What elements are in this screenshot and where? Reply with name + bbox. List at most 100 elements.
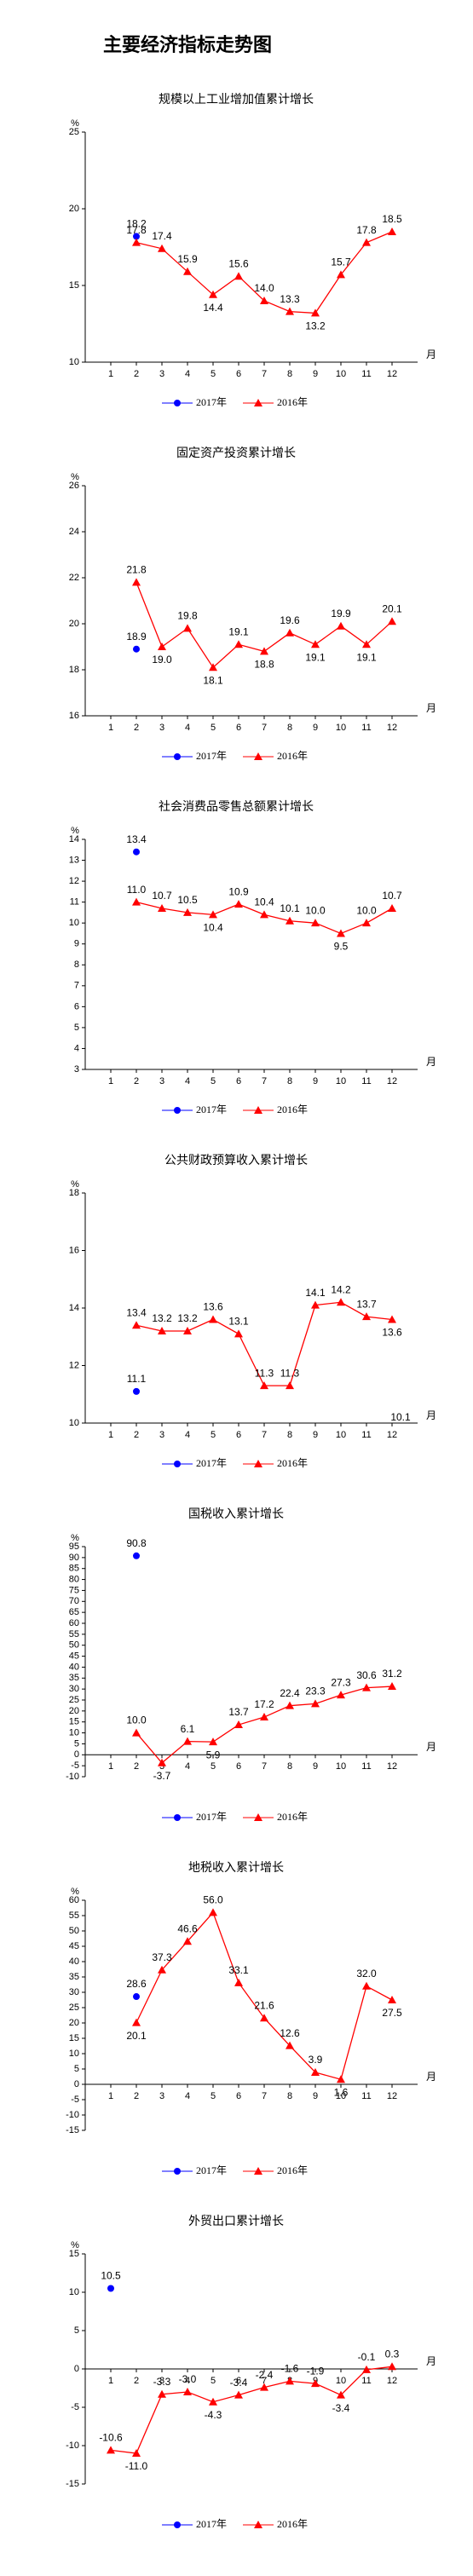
data-label: 13.1 <box>228 1316 249 1328</box>
x-tick-label: 6 <box>236 723 241 733</box>
data-label: 27.3 <box>331 1676 351 1688</box>
x-tick-label: 7 <box>262 1430 267 1440</box>
y-tick-label: 14 <box>69 834 79 844</box>
data-point <box>362 2365 371 2373</box>
y-unit: % <box>71 826 79 836</box>
data-label: 10.0 <box>305 904 326 916</box>
data-label: 10.5 <box>101 2270 121 2282</box>
x-tick-label: 1 <box>108 2376 113 2386</box>
data-label: 22.4 <box>280 1687 300 1699</box>
y-unit: % <box>71 1887 79 1897</box>
data-label: 14.1 <box>305 1287 326 1299</box>
data-label: 3.9 <box>309 2054 323 2066</box>
data-label: 10.7 <box>382 890 402 902</box>
y-tick-label: 55 <box>69 1910 79 1921</box>
x-tick-label: 6 <box>236 1076 241 1086</box>
legend-marker <box>254 1106 262 1114</box>
chart-title: 外贸出口累计增长 <box>188 2215 284 2228</box>
data-label: 18.2 <box>126 218 147 230</box>
data-point <box>133 1993 140 2001</box>
chart-title: 公共财政预算收入累计增长 <box>164 1154 308 1167</box>
y-tick-label: 75 <box>69 1585 79 1595</box>
data-label: 19.1 <box>356 651 377 663</box>
y-tick-label: 50 <box>69 1926 79 1936</box>
x-tick-label: 8 <box>287 1430 292 1440</box>
data-label: -3.3 <box>153 2376 171 2388</box>
data-label: 32.0 <box>356 1968 377 1980</box>
data-label: 9.5 <box>334 941 349 953</box>
data-point <box>209 1738 217 1746</box>
data-point <box>132 2018 141 2026</box>
data-point <box>209 290 217 298</box>
data-point <box>311 308 320 317</box>
x-tick-label: 2 <box>134 723 139 733</box>
y-tick-label: 45 <box>69 1941 79 1951</box>
y-tick-label: 12 <box>69 1360 79 1370</box>
data-point <box>209 1908 217 1916</box>
data-point <box>133 1552 140 1559</box>
x-tick-label: 12 <box>387 1761 397 1772</box>
data-label: 37.3 <box>152 1951 172 1963</box>
y-tick-label: 15 <box>69 280 79 291</box>
y-tick-label: 0 <box>74 1749 79 1760</box>
legend-label: 2016年 <box>277 2518 308 2530</box>
data-point <box>183 908 192 916</box>
x-tick-label: 12 <box>387 723 397 733</box>
x-unit: 月 <box>426 2355 436 2367</box>
legend-marker <box>254 2521 262 2528</box>
x-tick-label: 10 <box>336 1076 346 1086</box>
x-tick-label: 9 <box>313 1761 318 1772</box>
data-label: -3.7 <box>153 1770 171 1782</box>
x-tick-label: 10 <box>336 1761 346 1772</box>
data-point <box>183 1937 192 1945</box>
data-label: 11.3 <box>255 1367 274 1379</box>
data-label: 14.0 <box>254 282 274 294</box>
y-tick-label: 40 <box>69 1956 79 1967</box>
legend-label: 2017年 <box>196 750 227 762</box>
data-label: 19.0 <box>152 654 172 666</box>
data-label: 10.0 <box>126 1714 147 1726</box>
x-tick-label: 11 <box>361 1076 371 1086</box>
chart-title: 固定资产投资累计增长 <box>176 447 296 460</box>
legend-marker <box>254 1460 262 1467</box>
data-point <box>209 1315 217 1323</box>
data-label: 1.6 <box>334 2086 349 2098</box>
y-unit: % <box>71 1179 79 1190</box>
data-label: 19.8 <box>177 610 198 622</box>
data-label: 46.6 <box>177 1922 198 1934</box>
data-point <box>286 916 294 925</box>
data-point <box>158 1327 166 1334</box>
y-tick-label: 0 <box>74 2364 79 2374</box>
data-point <box>286 307 294 315</box>
data-point <box>311 1699 320 1708</box>
x-tick-label: 8 <box>287 1761 292 1772</box>
x-tick-label: 8 <box>287 369 292 379</box>
x-tick-label: 11 <box>361 2376 371 2386</box>
data-point <box>234 272 243 280</box>
data-label: 13.2 <box>305 320 326 332</box>
data-point <box>132 238 141 246</box>
y-tick-label: 30 <box>69 1684 79 1694</box>
data-label: -4.3 <box>205 2409 222 2421</box>
data-label: 13.4 <box>126 1306 147 1318</box>
x-tick-label: 3 <box>159 1430 164 1440</box>
data-label: 19.9 <box>331 608 351 620</box>
x-unit: 月 <box>426 1741 436 1753</box>
x-tick-label: 7 <box>262 2091 267 2101</box>
y-tick-label: 16 <box>69 711 79 721</box>
data-point <box>209 2397 217 2406</box>
data-label: 13.6 <box>382 1327 402 1339</box>
data-point <box>183 267 192 275</box>
data-label: 21.8 <box>126 564 147 576</box>
data-point <box>209 910 217 919</box>
data-label: 17.4 <box>152 230 172 242</box>
data-point <box>260 647 268 655</box>
y-tick-label: 0 <box>74 2079 79 2089</box>
data-label: 17.8 <box>126 224 147 236</box>
x-tick-label: 5 <box>211 1076 216 1086</box>
y-unit: % <box>71 472 79 482</box>
data-point <box>260 2383 268 2391</box>
y-tick-label: 25 <box>69 2003 79 2013</box>
data-point <box>234 900 243 908</box>
x-tick-label: 2 <box>134 2376 139 2386</box>
